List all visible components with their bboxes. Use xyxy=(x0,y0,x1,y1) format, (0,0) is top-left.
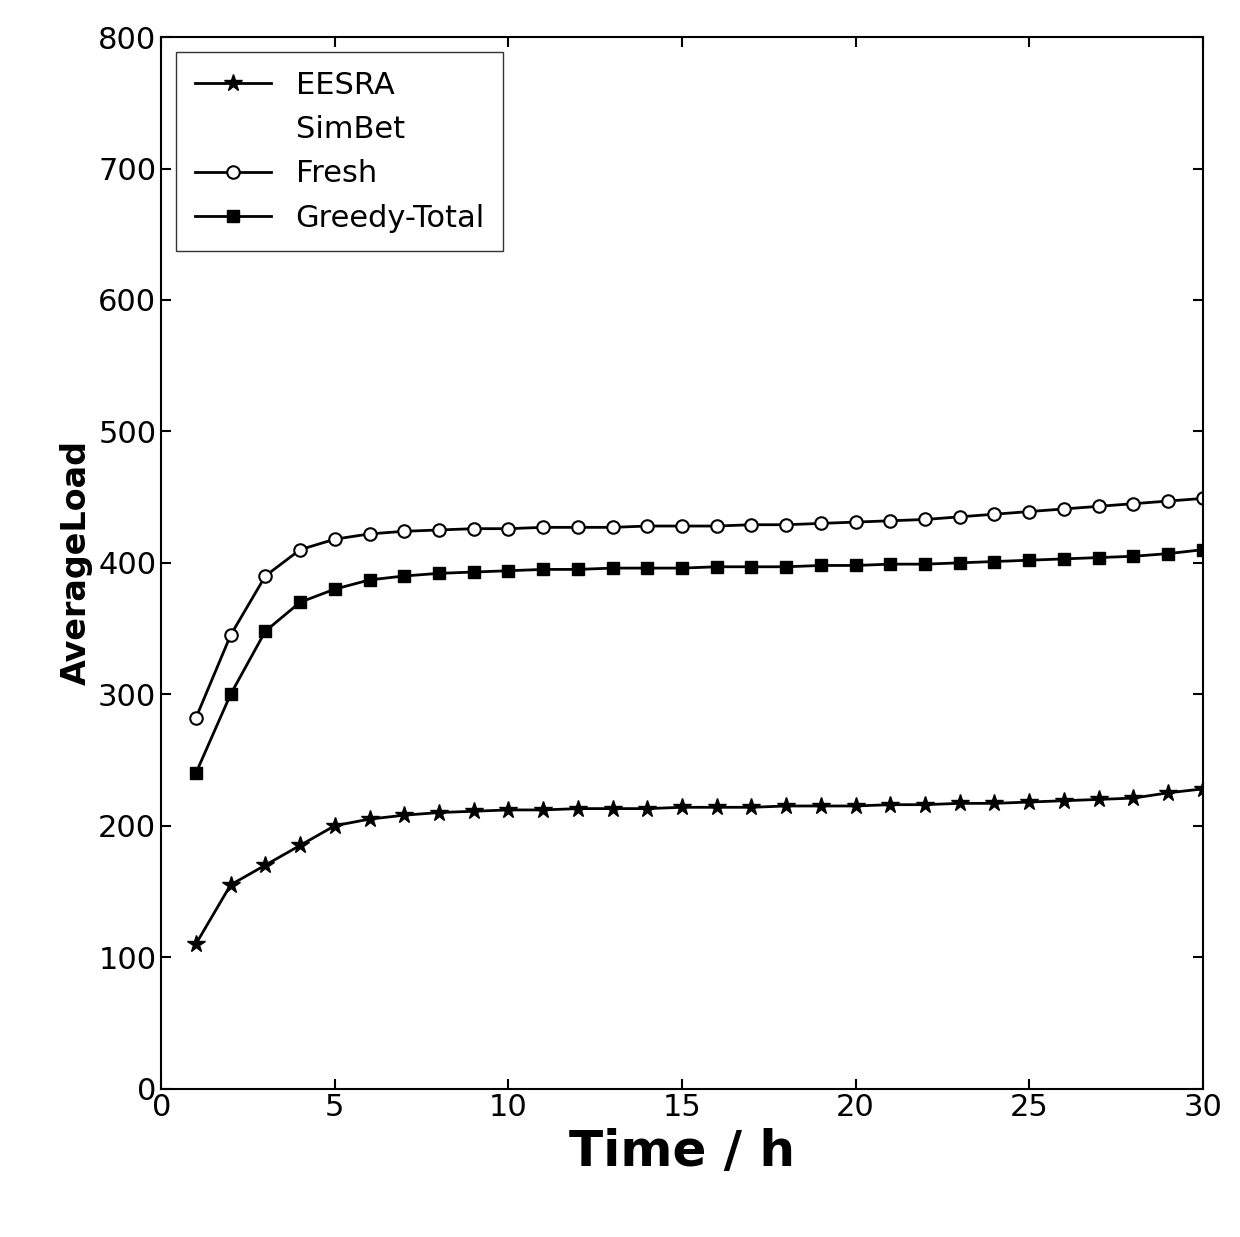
Greedy-Total xyxy=(188,766,203,781)
Greedy-Total xyxy=(605,560,620,575)
Fresh xyxy=(188,710,203,725)
EESRA xyxy=(1126,790,1141,805)
Greedy-Total xyxy=(1091,550,1106,565)
EESRA xyxy=(987,795,1002,810)
Fresh xyxy=(744,517,759,532)
Greedy-Total xyxy=(1195,542,1210,557)
Greedy-Total xyxy=(362,573,377,588)
EESRA xyxy=(223,877,238,892)
Greedy-Total xyxy=(570,562,585,576)
Greedy-Total xyxy=(883,557,898,571)
Fresh xyxy=(501,521,516,536)
EESRA xyxy=(397,808,412,823)
EESRA xyxy=(952,795,967,810)
Fresh xyxy=(675,518,689,533)
Greedy-Total xyxy=(1161,547,1176,562)
Greedy-Total xyxy=(952,555,967,570)
Greedy-Total xyxy=(432,567,446,581)
EESRA xyxy=(188,936,203,951)
EESRA xyxy=(1056,793,1071,808)
Fresh xyxy=(709,518,724,533)
EESRA xyxy=(1022,794,1037,809)
Fresh xyxy=(987,507,1002,522)
Greedy-Total xyxy=(1022,553,1037,568)
Greedy-Total xyxy=(813,558,828,573)
EESRA xyxy=(258,857,273,872)
Fresh xyxy=(362,527,377,542)
EESRA xyxy=(813,799,828,814)
Greedy-Total xyxy=(501,563,516,578)
EESRA xyxy=(744,800,759,815)
Greedy-Total xyxy=(466,564,481,579)
Fresh xyxy=(293,542,308,557)
Greedy-Total xyxy=(223,687,238,701)
EESRA xyxy=(848,799,863,814)
Fresh xyxy=(570,520,585,534)
Fresh xyxy=(813,516,828,531)
EESRA xyxy=(501,803,516,818)
EESRA xyxy=(883,798,898,813)
EESRA xyxy=(570,802,585,816)
Fresh xyxy=(1161,494,1176,508)
Fresh xyxy=(432,522,446,537)
Fresh xyxy=(918,512,932,527)
Greedy-Total xyxy=(293,595,308,610)
Greedy-Total xyxy=(848,558,863,573)
EESRA xyxy=(1161,785,1176,800)
Greedy-Total xyxy=(987,554,1002,569)
Greedy-Total xyxy=(709,559,724,574)
Legend: EESRA, SimBet, Fresh, Greedy-Total: EESRA, SimBet, Fresh, Greedy-Total xyxy=(176,52,503,251)
Greedy-Total xyxy=(744,559,759,574)
Fresh xyxy=(640,518,655,533)
Fresh xyxy=(1056,501,1071,516)
EESRA xyxy=(709,800,724,815)
Line: Greedy-Total: Greedy-Total xyxy=(190,543,1209,779)
Greedy-Total xyxy=(675,560,689,575)
Fresh xyxy=(1195,491,1210,506)
Fresh xyxy=(223,627,238,642)
EESRA xyxy=(1091,792,1106,807)
Greedy-Total xyxy=(918,557,932,571)
Fresh xyxy=(397,524,412,539)
EESRA xyxy=(293,837,308,852)
EESRA xyxy=(640,802,655,816)
EESRA xyxy=(779,799,794,814)
Greedy-Total xyxy=(536,562,551,576)
EESRA xyxy=(536,803,551,818)
Line: Fresh: Fresh xyxy=(190,492,1209,724)
Fresh xyxy=(466,521,481,536)
EESRA xyxy=(918,798,932,813)
Fresh xyxy=(779,517,794,532)
Greedy-Total xyxy=(779,559,794,574)
EESRA xyxy=(432,805,446,820)
Fresh xyxy=(1126,496,1141,511)
Greedy-Total xyxy=(327,581,342,596)
Fresh xyxy=(1091,499,1106,513)
Fresh xyxy=(883,513,898,528)
Fresh xyxy=(327,532,342,547)
EESRA xyxy=(675,800,689,815)
EESRA xyxy=(362,811,377,826)
Fresh xyxy=(258,569,273,584)
Fresh xyxy=(605,520,620,534)
Fresh xyxy=(536,520,551,534)
EESRA xyxy=(327,819,342,834)
EESRA xyxy=(1195,782,1210,797)
X-axis label: Time / h: Time / h xyxy=(569,1128,795,1176)
Greedy-Total xyxy=(1126,549,1141,564)
Y-axis label: AverageLoad: AverageLoad xyxy=(60,440,93,685)
Greedy-Total xyxy=(640,560,655,575)
Greedy-Total xyxy=(397,569,412,584)
Greedy-Total xyxy=(1056,552,1071,567)
Greedy-Total xyxy=(258,623,273,638)
EESRA xyxy=(466,804,481,819)
Fresh xyxy=(952,510,967,524)
Fresh xyxy=(848,515,863,529)
Line: EESRA: EESRA xyxy=(187,779,1211,952)
EESRA xyxy=(605,802,620,816)
Fresh xyxy=(1022,505,1037,520)
